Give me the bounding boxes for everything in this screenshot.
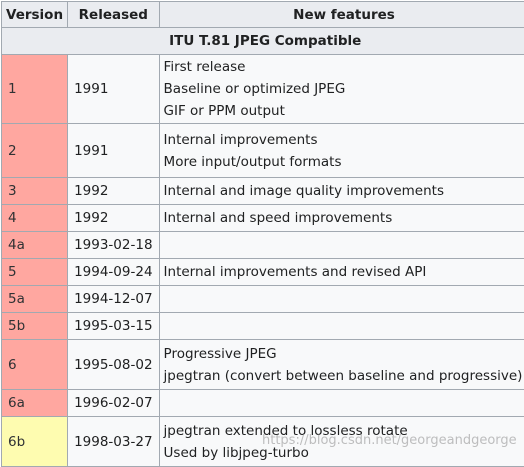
feature-line: Internal improvements [164,129,523,151]
features-cell: Internal and speed improvements [159,205,524,232]
version-cell: 5b [2,313,68,340]
version-cell: 1 [2,55,68,124]
feature-line: jpegtran (convert between baseline and p… [164,365,523,387]
feature-line: First release [164,56,523,78]
released-cell: 1998-03-27 [68,417,159,467]
version-cell: 6a [2,390,68,417]
version-cell: 4a [2,232,68,259]
feature-line: Used by libjpeg-turbo [164,442,523,464]
column-header-features: New features [159,2,524,28]
version-cell: 2 [2,124,68,178]
feature-line: Internal and speed improvements [164,207,523,229]
section-row: ITU T.81 JPEG Compatible [2,28,524,55]
released-cell: 1995-03-15 [68,313,159,340]
released-cell: 1996-02-07 [68,390,159,417]
header-row: Version Released New features [2,2,524,28]
released-cell: 1995-08-02 [68,340,159,390]
released-cell: 1994-12-07 [68,286,159,313]
column-header-version[interactable]: Version [2,2,68,28]
version-cell: 3 [2,178,68,205]
released-cell: 1992 [68,178,159,205]
features-cell: Internal and image quality improvements [159,178,524,205]
released-cell: 1994-09-24 [68,259,159,286]
section-title: ITU T.81 JPEG Compatible [2,28,524,55]
features-cell [159,313,524,340]
features-cell [159,232,524,259]
released-cell: 1991 [68,55,159,124]
version-cell: 4 [2,205,68,232]
column-header-released[interactable]: Released [68,2,159,28]
version-cell: 6 [2,340,68,390]
features-cell [159,390,524,417]
version-cell: 5 [2,259,68,286]
feature-line: Internal and image quality improvements [164,180,523,202]
released-cell: 1992 [68,205,159,232]
feature-line: Progressive JPEG [164,343,523,365]
feature-line: jpegtran extended to lossless rotate [164,420,523,442]
features-cell [159,286,524,313]
released-cell: 1991 [68,124,159,178]
feature-line: Baseline or optimized JPEG [164,78,523,100]
features-cell: Internal improvements and revised API [159,259,524,286]
feature-line: More input/output formats [164,151,523,173]
version-cell: 5a [2,286,68,313]
version-cell: 6b [2,417,68,467]
feature-line: Internal improvements and revised API [164,261,523,283]
released-cell: 1993-02-18 [68,232,159,259]
feature-line: GIF or PPM output [164,100,523,122]
